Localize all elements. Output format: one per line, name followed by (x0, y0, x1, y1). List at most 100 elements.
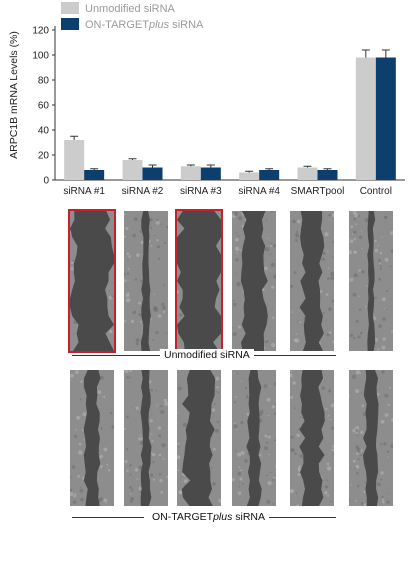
cell-texture (269, 269, 271, 272)
cell-texture (270, 262, 275, 267)
scratch-gap (299, 370, 325, 506)
cell-texture (327, 277, 330, 281)
cell-texture (352, 230, 357, 235)
cell-texture (353, 237, 356, 241)
cell-texture (157, 314, 162, 318)
cell-texture (381, 370, 385, 374)
cell-texture (353, 217, 356, 221)
cell-texture (326, 250, 329, 253)
assay-image-row2-1 (70, 370, 114, 506)
cell-texture (160, 410, 165, 414)
cell-texture (292, 219, 296, 224)
cell-texture (233, 424, 238, 429)
bar-unmodified-3 (239, 172, 260, 180)
cell-texture (135, 406, 139, 410)
cell-texture (259, 454, 262, 457)
cell-texture (382, 500, 385, 504)
cell-texture (331, 213, 334, 218)
cell-texture (239, 249, 242, 251)
cell-texture (135, 338, 140, 343)
assay-image-row1-2 (124, 211, 168, 351)
cell-texture (271, 342, 276, 348)
bar-ontarget-5 (375, 57, 396, 180)
scratch-gap (140, 211, 151, 351)
cell-texture (263, 384, 268, 388)
cell-texture (361, 247, 363, 250)
cell-texture (160, 405, 163, 408)
cell-texture (97, 390, 102, 394)
cell-texture (298, 465, 301, 468)
assay-image-svg (290, 370, 334, 506)
cell-texture (354, 213, 359, 218)
cell-texture (216, 420, 220, 424)
cell-texture (75, 429, 77, 431)
cell-texture (381, 345, 386, 350)
cell-texture (179, 313, 183, 317)
cell-texture (331, 299, 334, 303)
cell-texture (270, 211, 274, 213)
cell-texture (131, 405, 133, 407)
cell-texture (358, 308, 362, 311)
legend-label-unmodified: Unmodified siRNA (85, 3, 176, 15)
cell-texture (125, 415, 129, 419)
cell-texture (108, 289, 110, 292)
cell-texture (75, 370, 79, 375)
assay-image-row2-4 (232, 370, 276, 506)
cell-texture (355, 389, 360, 394)
assay-image-row1-1 (68, 209, 116, 353)
cell-texture (266, 441, 268, 444)
cell-texture (266, 499, 271, 504)
cell-texture (129, 500, 133, 504)
cell-texture (151, 414, 153, 416)
cell-texture (240, 469, 243, 472)
cell-texture (363, 503, 368, 506)
cell-texture (215, 376, 220, 381)
bar-unmodified-5 (355, 57, 376, 180)
cell-texture (99, 375, 104, 380)
y-tick-label-80: 80 (38, 76, 50, 87)
cell-texture (384, 257, 389, 262)
cell-texture (70, 492, 74, 497)
cell-texture (384, 393, 389, 398)
row2-divider-left (72, 517, 144, 518)
cell-texture (272, 503, 274, 505)
cell-texture (263, 460, 265, 462)
cell-texture (124, 319, 126, 323)
cell-texture (331, 426, 334, 430)
cell-texture (326, 466, 332, 471)
cell-texture (156, 390, 158, 392)
cell-texture (360, 430, 364, 434)
cell-texture (363, 503, 365, 505)
cell-texture (290, 370, 292, 372)
cell-texture (355, 320, 359, 323)
cell-texture (321, 257, 325, 261)
cell-texture (382, 337, 386, 341)
cell-texture (389, 265, 392, 268)
cell-texture (136, 478, 139, 480)
cell-texture (103, 498, 108, 503)
cell-texture (162, 457, 165, 460)
cell-texture (124, 427, 126, 430)
cell-texture (79, 398, 82, 401)
cell-texture (163, 241, 166, 245)
y-tick-label-40: 40 (38, 126, 50, 137)
cell-texture (213, 403, 216, 405)
cell-texture (70, 373, 74, 378)
cell-texture (177, 386, 182, 391)
cell-texture (125, 293, 130, 298)
cell-texture (274, 465, 276, 468)
cell-texture (291, 311, 294, 313)
cell-texture (379, 265, 382, 268)
cell-texture (233, 211, 239, 217)
cell-texture (161, 302, 165, 306)
legend-label-ontarget-part3: siRNA (169, 19, 204, 31)
cell-texture (388, 386, 391, 389)
cell-texture (73, 494, 77, 498)
cell-texture (245, 395, 250, 399)
cell-texture (355, 370, 361, 375)
cell-texture (111, 282, 113, 284)
cell-texture (76, 415, 81, 420)
cell-texture (391, 330, 393, 333)
cell-texture (294, 452, 297, 456)
cell-texture (379, 267, 382, 270)
